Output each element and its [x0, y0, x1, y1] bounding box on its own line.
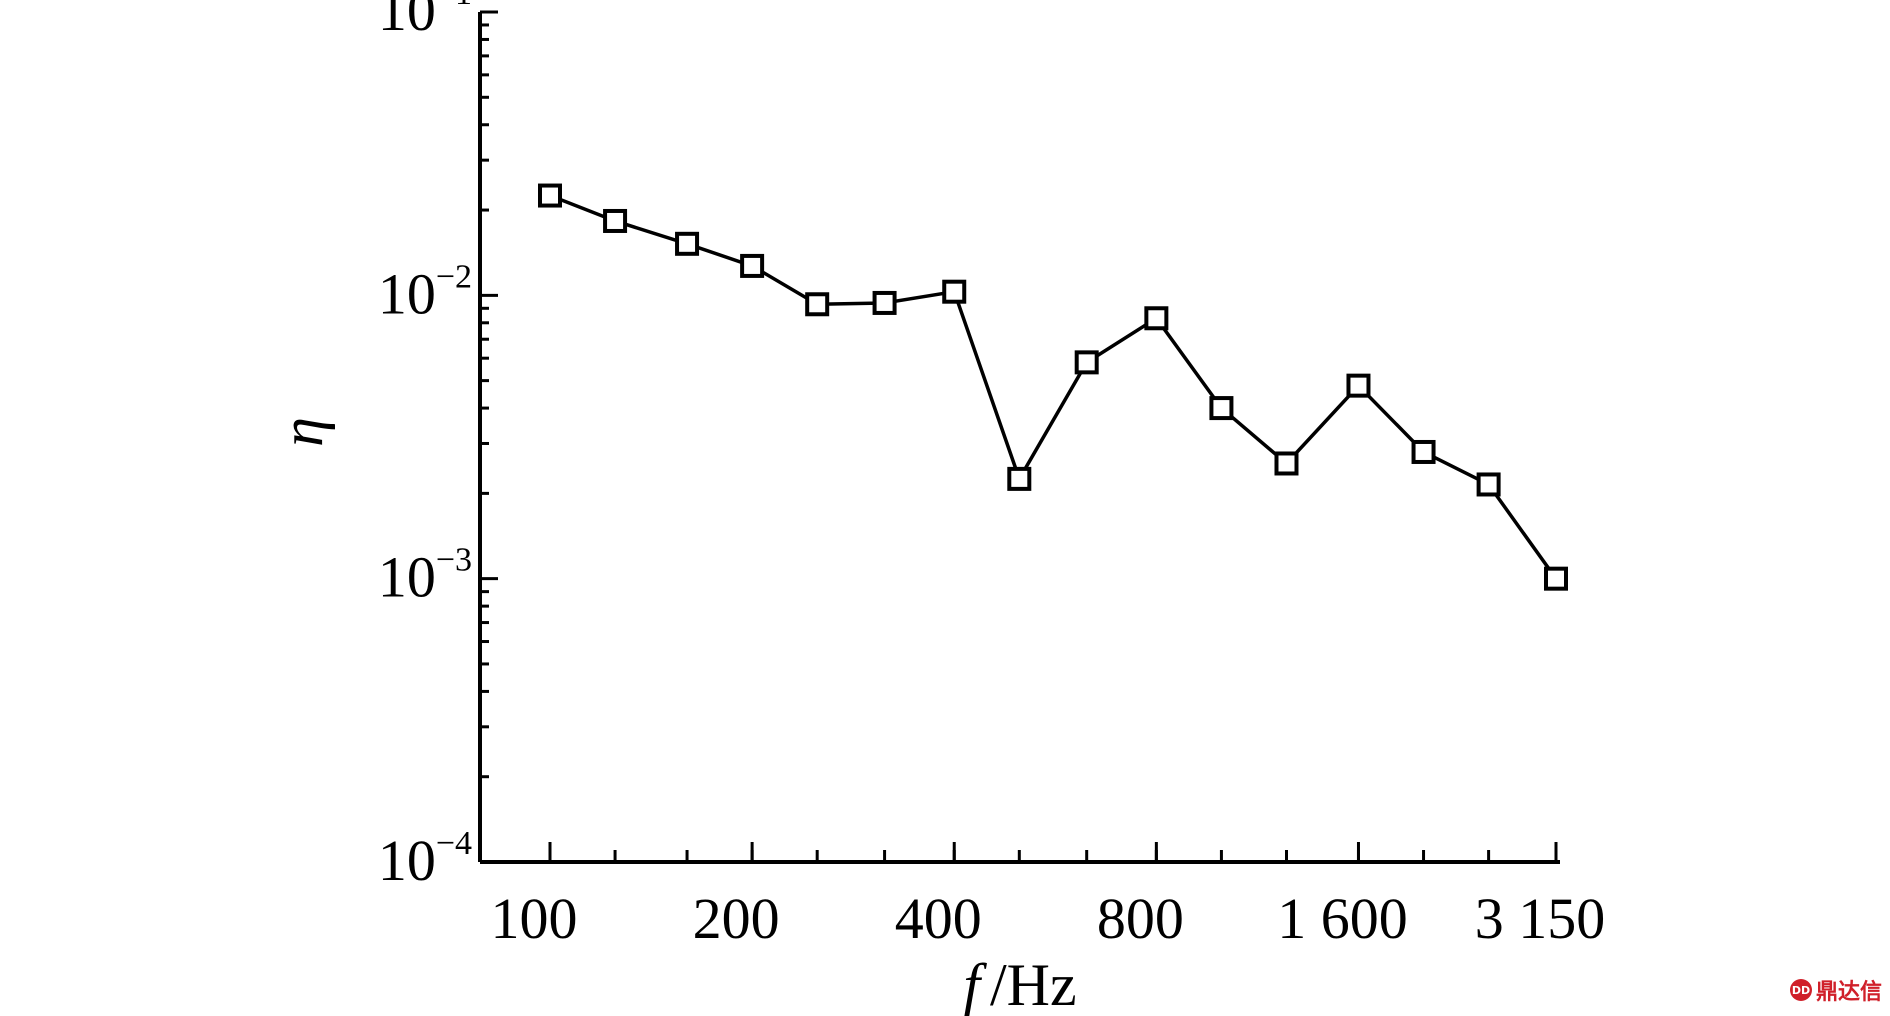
x-tick-label: 800: [1097, 886, 1184, 951]
x-tick-label: 100: [491, 886, 578, 951]
data-point-square: [1007, 466, 1032, 491]
y-tick-label: 10−3: [378, 542, 472, 610]
data-point-square: [1544, 566, 1568, 591]
axes: [478, 12, 1560, 864]
series-line: [549, 193, 1558, 580]
x-tick-label: 400: [895, 886, 982, 951]
y-tick-label: 10−1: [378, 0, 472, 43]
data-point-square: [805, 292, 830, 317]
data-series: [538, 183, 1568, 591]
watermark-logo-icon: DD: [1789, 979, 1812, 1001]
x-tick-label: 1 600: [1277, 886, 1408, 951]
watermark-text: 鼎达信: [1815, 980, 1882, 1005]
watermark: DD 鼎达信: [1789, 974, 1882, 1006]
data-point-square: [538, 183, 562, 208]
data-point-square: [1074, 350, 1099, 375]
x-tick-label: 200: [693, 886, 780, 951]
data-point-square: [675, 231, 700, 256]
data-point-square: [1144, 306, 1169, 331]
x-axis-title: f/Hz: [963, 952, 1076, 1016]
y-axis-title: η: [269, 417, 335, 447]
y-axis-ticks: 10−1 10−2 10−3 10−4: [378, 0, 498, 893]
data-point-square: [1411, 439, 1436, 464]
x-tick-label: 3 150: [1475, 886, 1606, 951]
y-tick-label: 10−4: [378, 825, 472, 893]
data-point-square: [1476, 472, 1501, 497]
data-point-square: [1274, 451, 1299, 476]
data-point-square: [603, 208, 628, 233]
data-point-square: [942, 279, 967, 304]
data-point-square: [740, 253, 765, 278]
data-point-square: [1346, 373, 1371, 398]
y-tick-label: 10−2: [378, 258, 472, 326]
x-axis-ticks: 100 200 400 800 1 600 3 150: [491, 842, 1606, 951]
data-point-square: [872, 290, 897, 315]
data-point-square: [1209, 396, 1234, 421]
